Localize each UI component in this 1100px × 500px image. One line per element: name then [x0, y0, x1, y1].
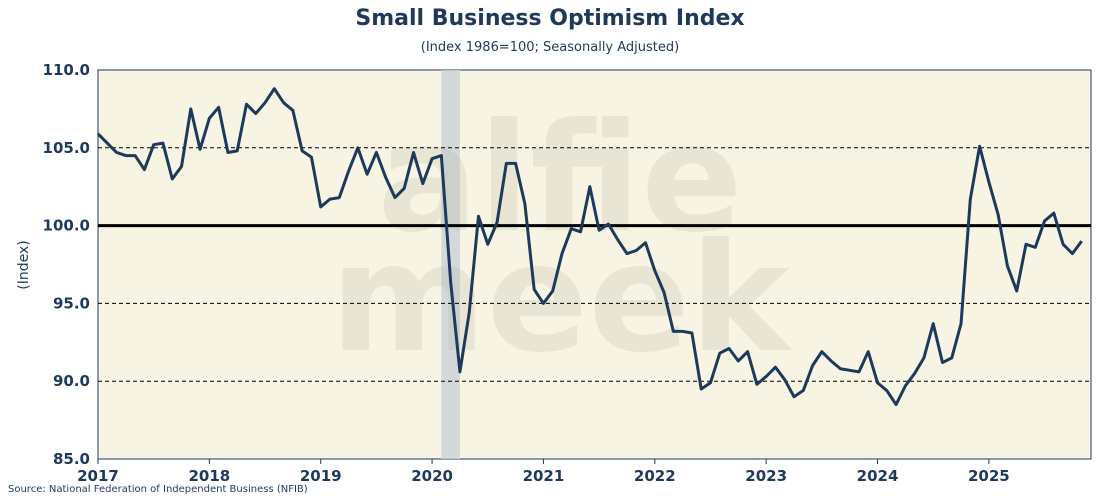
y-tick-label: 85.0: [53, 450, 90, 468]
y-axis: 85.0 90.0 95.0 100.0 105.0 110.0: [43, 61, 90, 468]
plot-area: [97, 69, 1092, 460]
y-tick-label: 95.0: [53, 294, 90, 312]
x-tick-label: 2017: [77, 467, 119, 485]
watermark-line-2: meek: [330, 212, 793, 386]
y-tick-label: 105.0: [43, 139, 90, 157]
x-tick-label: 2018: [188, 467, 230, 485]
x-tick-label: 2025: [968, 467, 1010, 485]
watermark: alfie meek: [330, 92, 793, 386]
source-note: Source: National Federation of Independe…: [8, 484, 308, 495]
y-tick-label: 110.0: [43, 61, 90, 79]
x-tick-label: 2019: [300, 467, 342, 485]
x-tick-label: 2024: [857, 467, 899, 485]
series-line: [96, 87, 1083, 407]
gridlines: [98, 147, 1091, 382]
watermark-line-1: alfie: [377, 92, 743, 266]
x-axis: 2017 2018 2019 2020 2021 2022 2023 2024 2025: [77, 459, 1010, 485]
x-tick-label: 2022: [634, 467, 676, 485]
y-axis-label: (Index): [16, 240, 32, 289]
y-tick-label: 100.0: [43, 217, 90, 235]
x-tick-label: 2021: [523, 467, 565, 485]
x-tick-label: 2023: [745, 467, 787, 485]
chart-title: Small Business Optimism Index: [355, 6, 745, 31]
y-tick-label: 90.0: [53, 372, 90, 390]
x-tick-label: 2020: [411, 467, 453, 485]
chart-subtitle: (Index 1986=100; Seasonally Adjusted): [420, 40, 680, 55]
